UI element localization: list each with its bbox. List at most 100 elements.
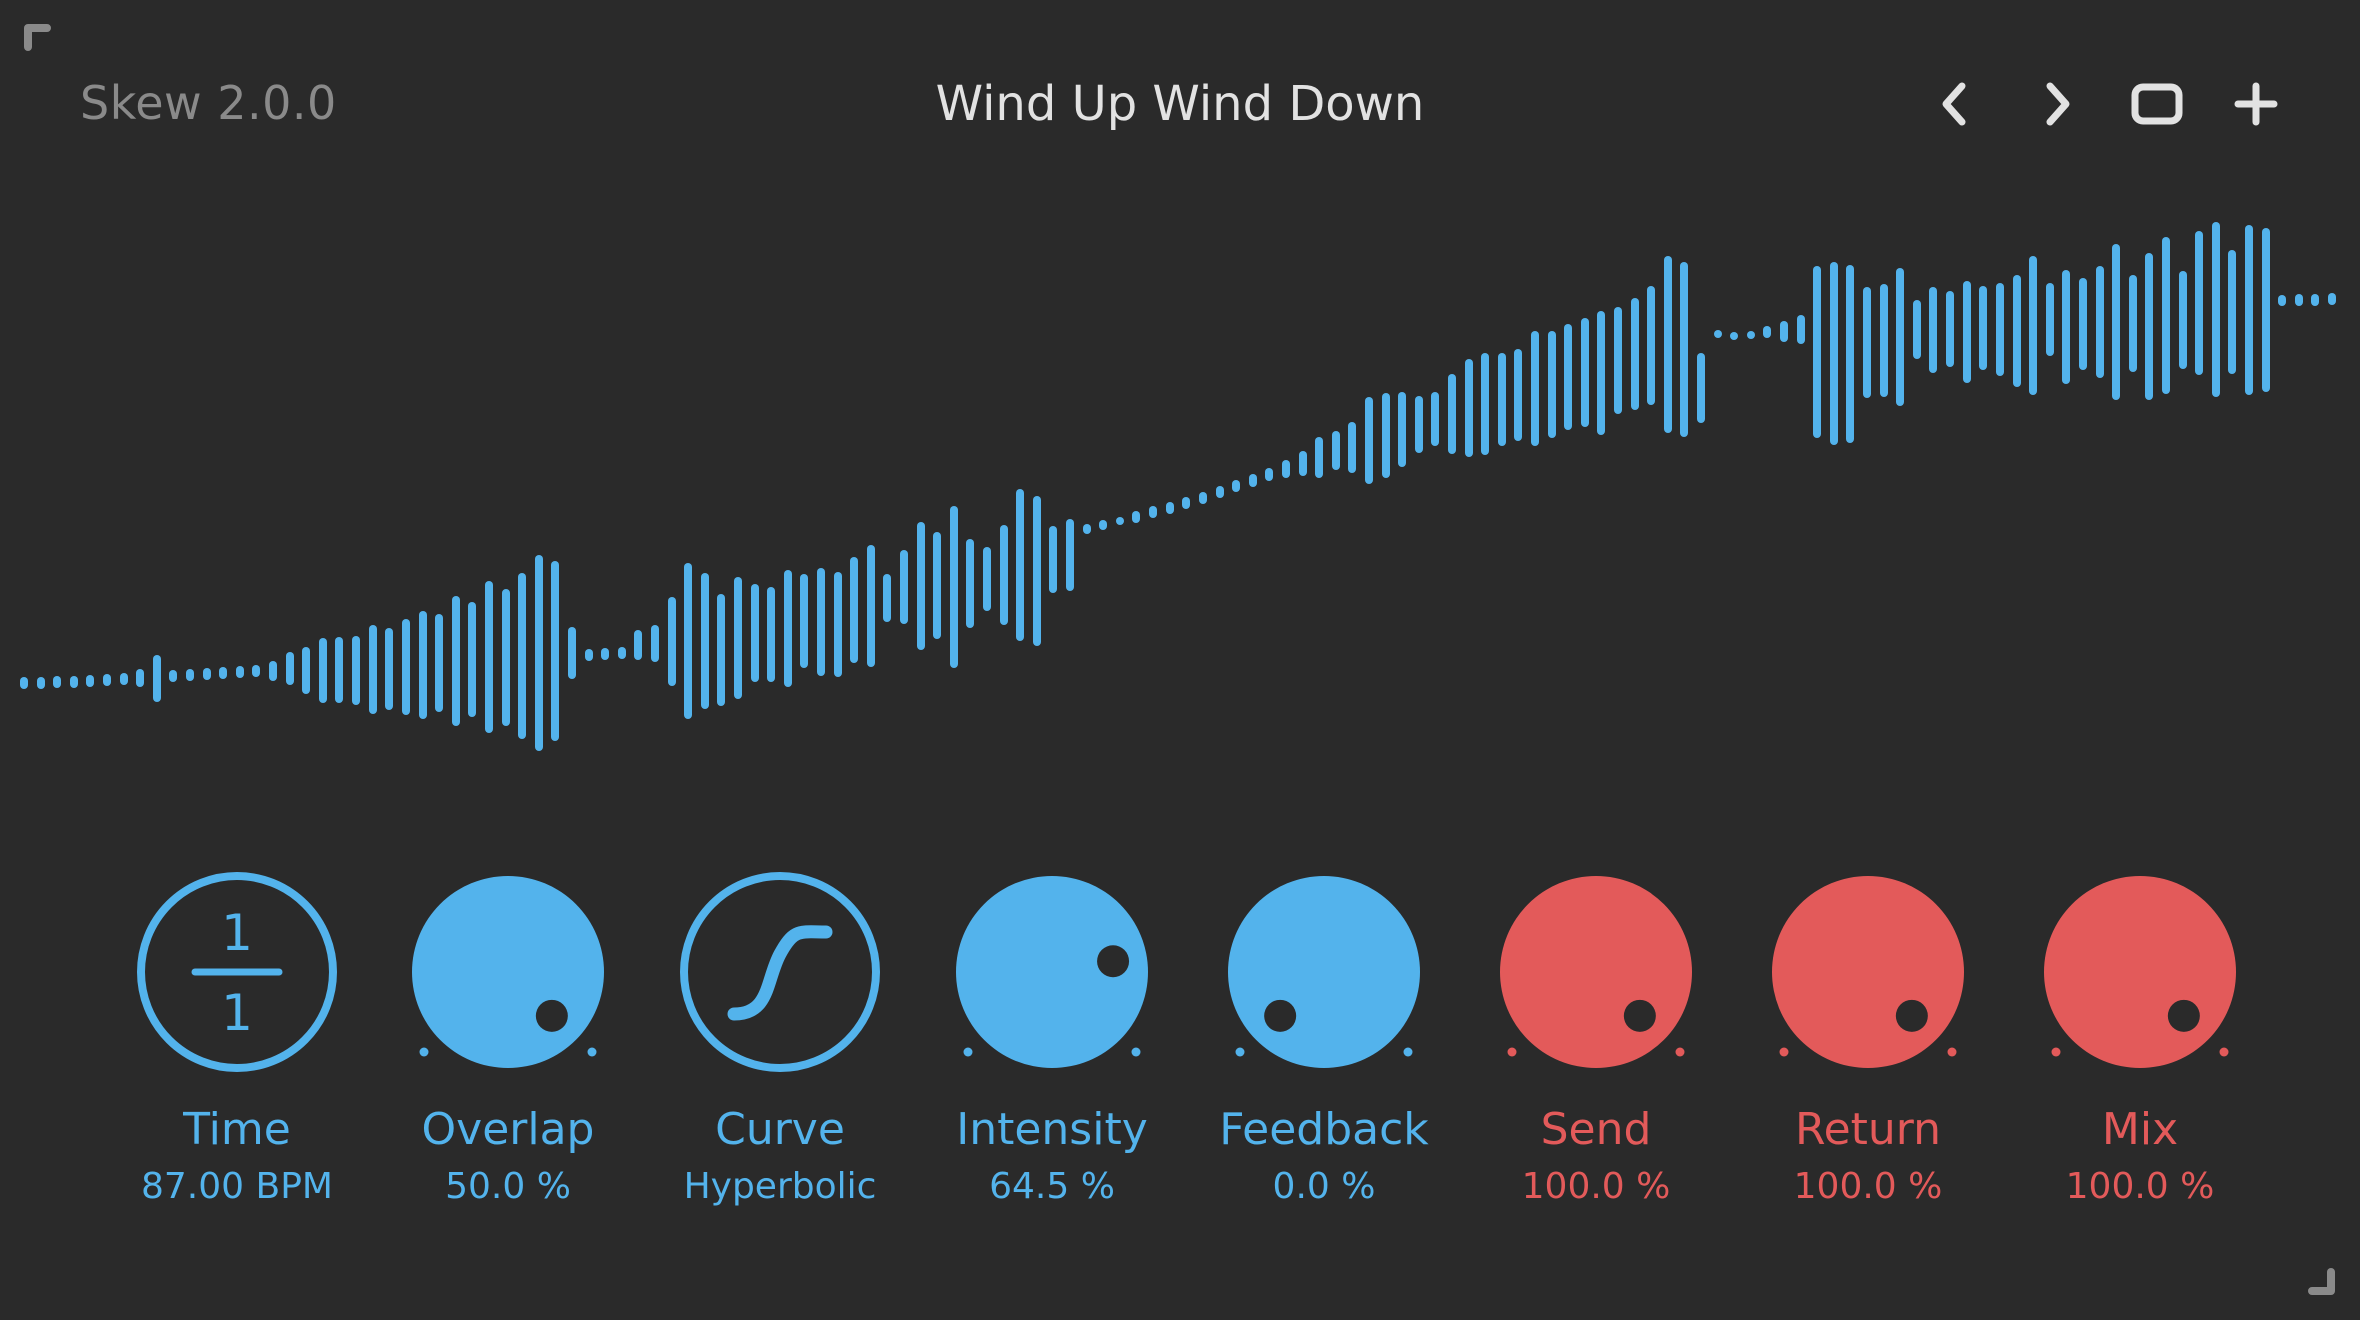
add-button[interactable] <box>2232 80 2280 128</box>
waveform-bar <box>435 614 444 712</box>
waveform-bar <box>2062 270 2071 384</box>
waveform-bar <box>518 573 527 739</box>
feedback-knob[interactable] <box>1204 868 1444 1088</box>
window-icon <box>2131 83 2183 125</box>
waveform-bar <box>1082 524 1091 534</box>
waveform-bar <box>783 570 792 687</box>
return-value[interactable]: 100.0 % <box>1793 1166 1943 1207</box>
waveform-bar <box>1414 396 1423 453</box>
waveform-bar <box>1829 262 1838 445</box>
chevron-right-icon <box>2046 82 2070 126</box>
waveform-bar <box>2029 256 2038 395</box>
curve-value[interactable]: Hyperbolic <box>683 1166 877 1207</box>
waveform-bar <box>1564 324 1573 430</box>
waveform-bar <box>2145 253 2154 400</box>
send-knob[interactable] <box>1476 868 1716 1088</box>
overlap-knob[interactable] <box>388 868 628 1088</box>
window-button[interactable] <box>2131 80 2183 128</box>
waveform-bar <box>700 573 709 709</box>
chevron-left-icon <box>1942 82 1966 126</box>
waveform-bar <box>900 550 909 624</box>
waveform-bar <box>1381 393 1390 478</box>
waveform-bar <box>53 676 62 688</box>
waveform-bar <box>966 539 975 628</box>
return-knob[interactable] <box>1748 868 1988 1088</box>
time-value[interactable]: 87.00 BPM <box>141 1166 333 1207</box>
waveform-bar <box>2328 293 2336 305</box>
waveform-bar <box>866 545 875 667</box>
waveform-bar <box>2311 294 2320 306</box>
waveform-bar <box>1016 489 1025 641</box>
waveform-bar <box>235 666 244 678</box>
waveform-bar <box>152 655 161 702</box>
waveform-bar <box>36 677 45 689</box>
mix-value[interactable]: 100.0 % <box>2065 1166 2215 1207</box>
waveform-bar <box>1132 511 1141 523</box>
previous-preset-button[interactable] <box>1932 80 1980 128</box>
waveform-bar <box>2128 275 2137 372</box>
waveform-bar <box>1049 526 1058 593</box>
svg-text:1: 1 <box>221 984 253 1042</box>
mix-knob[interactable] <box>2020 868 2260 1088</box>
intensity-value[interactable]: 64.5 % <box>989 1166 1115 1207</box>
waveform-bar <box>1165 502 1174 514</box>
waveform-bar <box>285 652 294 685</box>
curve-selector[interactable] <box>660 868 900 1088</box>
waveform-bar <box>1115 517 1124 525</box>
waveform-bar <box>1730 332 1739 340</box>
control-intensity <box>932 868 1172 1228</box>
resize-handle-icon[interactable] <box>2308 1268 2335 1295</box>
waveform-bar <box>318 638 327 703</box>
waveform-bar <box>717 594 726 706</box>
waveform-bar <box>551 561 560 741</box>
preset-title[interactable]: Wind Up Wind Down <box>935 76 1425 132</box>
waveform-bar <box>20 677 28 689</box>
waveform-bar <box>567 627 576 679</box>
waveform-bar <box>1780 321 1789 342</box>
overlap-value[interactable]: 50.0 % <box>445 1166 571 1207</box>
waveform-bar <box>451 596 460 726</box>
fraction-icon: 11 <box>137 872 337 1072</box>
waveform-bar <box>1149 506 1158 518</box>
plus-icon <box>2234 82 2278 126</box>
waveform-bar <box>1630 298 1639 410</box>
overlap-label: Overlap <box>421 1104 595 1155</box>
waveform-bar <box>1464 359 1473 457</box>
waveform-bar <box>1298 451 1307 476</box>
waveform-bar <box>136 669 145 687</box>
waveform-bar <box>1315 437 1324 478</box>
waveform-bar <box>1215 486 1224 498</box>
waveform-bar <box>2261 228 2270 392</box>
waveform-bar <box>949 506 958 668</box>
waveform-bar <box>119 673 128 685</box>
send-value[interactable]: 100.0 % <box>1521 1166 1671 1207</box>
waveform-bar <box>385 628 394 710</box>
waveform-bar <box>103 674 112 686</box>
waveform-bar <box>1713 330 1722 338</box>
waveform-bar <box>2195 231 2204 375</box>
waveform-bar <box>1032 496 1041 646</box>
waveform-bar <box>269 661 278 681</box>
waveform-bar <box>1946 291 1955 367</box>
intensity-knob[interactable] <box>932 868 1172 1088</box>
waveform-bar <box>1514 349 1523 441</box>
waveform-bar <box>1580 318 1589 427</box>
waveform-bar <box>2078 278 2087 370</box>
waveform-bar <box>202 668 211 680</box>
waveform-display[interactable] <box>0 180 2360 800</box>
waveform-bar <box>1879 284 1888 397</box>
waveform-bar <box>1348 422 1357 473</box>
next-preset-button[interactable] <box>2032 80 2080 128</box>
control-return <box>1748 868 1988 1228</box>
waveform-bar <box>1846 265 1855 443</box>
feedback-value[interactable]: 0.0 % <box>1272 1166 1376 1207</box>
waveform-bar <box>219 667 228 679</box>
waveform-bar <box>534 555 543 751</box>
feedback-label: Feedback <box>1219 1104 1429 1155</box>
waveform-bar <box>999 525 1008 625</box>
waveform-bar <box>650 625 659 662</box>
waveform-bar <box>2112 244 2121 400</box>
waveform-bar <box>1431 392 1440 446</box>
waveform-bar <box>418 611 427 719</box>
